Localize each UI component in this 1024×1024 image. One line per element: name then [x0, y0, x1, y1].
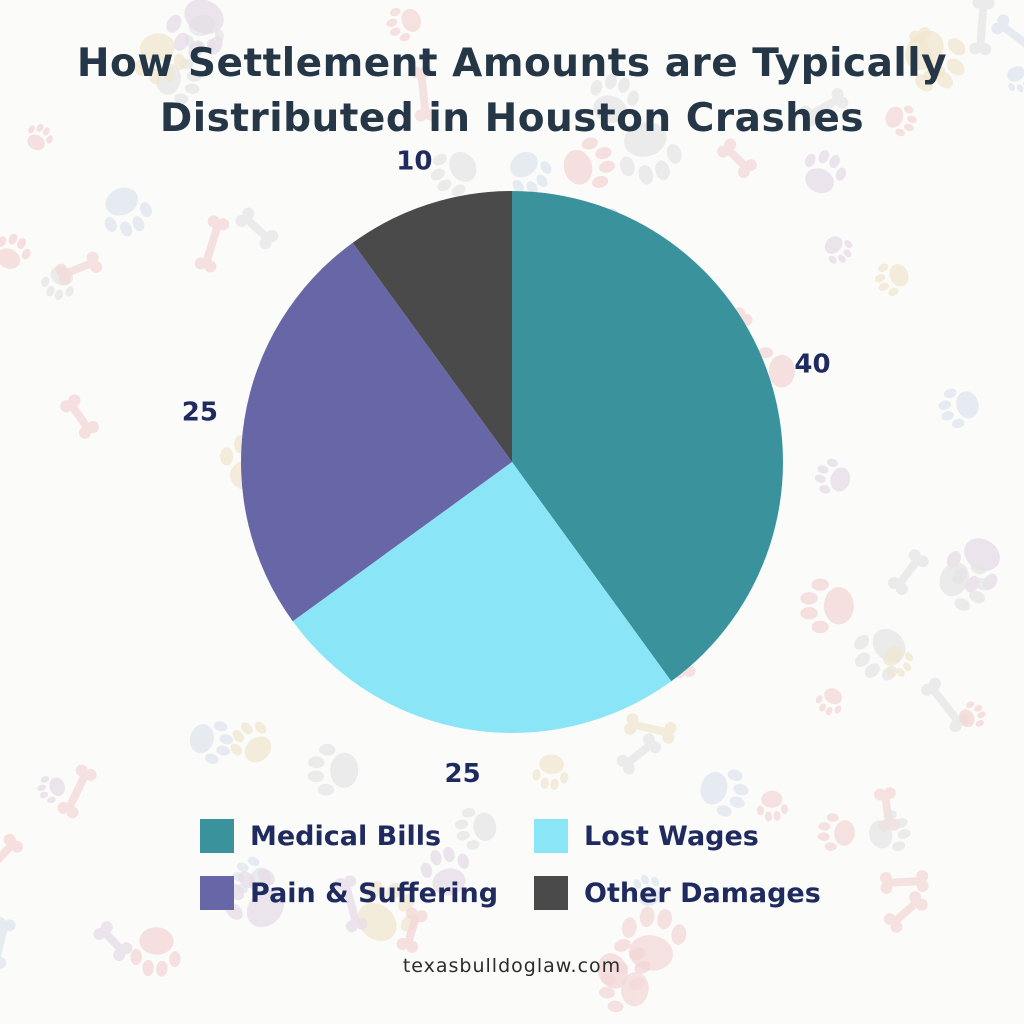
bone-icon [616, 733, 662, 775]
legend-item-medical-bills: Medical Bills [200, 816, 441, 856]
bone-icon [194, 215, 230, 273]
bone-icon [410, 65, 437, 122]
paw-icon [598, 962, 649, 1013]
paw-icon [959, 701, 986, 728]
paw-icon [27, 123, 53, 151]
bone-icon [879, 870, 929, 894]
legend-item-other-damages: Other Damages [534, 873, 821, 913]
paw-icon [885, 105, 917, 137]
bone-icon [799, 87, 849, 127]
bone-icon [93, 921, 133, 962]
bone-icon [887, 549, 929, 596]
pie-slice-medical-bills [512, 191, 783, 682]
paw-icon [1007, 66, 1024, 93]
paw-icon [130, 927, 181, 977]
paw-icon [869, 810, 911, 852]
bone-icon [0, 916, 16, 969]
paw-icon [817, 813, 855, 851]
paw-icon [563, 137, 616, 188]
title-line-2: Distributed in Houston Crashes [159, 96, 865, 141]
website-footer: texasbulldoglaw.com [402, 955, 622, 977]
pie-slice-lost-wages [292, 462, 672, 733]
bone-icon [334, 875, 368, 933]
paw-icon [815, 688, 843, 716]
paw-icon [814, 458, 851, 494]
legend-label-lost-wages: Lost Wages [584, 820, 759, 852]
paw-icon [939, 561, 991, 611]
paw-icon [510, 151, 552, 194]
bone-icon [0, 833, 23, 872]
data-label-medical-bills: 40 [794, 349, 830, 379]
chart-title: How Settlement Amounts are Typically Dis… [0, 36, 1024, 146]
paw-icon [938, 388, 979, 429]
paw-icon [619, 121, 682, 185]
pie-slice-other-damages [352, 191, 512, 462]
paw-icon [590, 73, 639, 123]
bone-icon [57, 764, 97, 819]
bone-icon [909, 26, 946, 82]
paw-icon [104, 187, 152, 237]
paw-icon [824, 236, 853, 264]
paw-icon [430, 151, 477, 197]
bone-icon [717, 138, 757, 179]
paw-icon [230, 721, 272, 763]
paw-icon [629, 874, 661, 907]
paw-icon [386, 7, 422, 42]
paw-icon [0, 233, 31, 269]
data-label-pain-suffering: 25 [182, 398, 218, 428]
bone-icon [55, 251, 103, 285]
paw-icon [621, 906, 687, 971]
legend-item-pain-suffering: Pain & Suffering [200, 873, 498, 913]
paw-icon [37, 776, 65, 804]
paw-icon [532, 754, 569, 791]
legend-label-other-damages: Other Damages [584, 877, 821, 909]
legend-item-lost-wages: Lost Wages [534, 816, 759, 856]
paw-icon [804, 150, 847, 194]
paw-icon [800, 578, 854, 634]
title-line-1: How Settlement Amounts are Typically [76, 41, 948, 86]
paw-icon [420, 846, 469, 896]
bone-icon [396, 907, 428, 953]
paw-icon [166, 0, 224, 59]
data-label-lost-wages: 25 [445, 759, 481, 789]
paw-icon [454, 808, 497, 850]
paw-icon [307, 743, 359, 796]
paw-icon [700, 769, 749, 817]
paw-icon [874, 263, 909, 296]
legend-label-pain-suffering: Pain & Suffering [250, 877, 499, 909]
legend-swatch-medical-bills [200, 819, 234, 853]
paw-icon [882, 646, 914, 677]
legend-swatch-lost-wages [534, 819, 568, 853]
paw-icon [189, 721, 234, 764]
legend-swatch-pain-suffering [200, 876, 234, 910]
bone-icon [235, 207, 279, 250]
paw-icon [756, 790, 789, 822]
legend-swatch-other-damages [534, 876, 568, 910]
bone-icon [991, 14, 1024, 56]
legend-label-medical-bills: Medical Bills [250, 820, 442, 852]
bone-icon [969, 0, 995, 56]
paw-icon [357, 881, 418, 942]
pie-slice-pain-suffering [241, 242, 512, 622]
data-label-other-damages: 10 [396, 147, 432, 177]
paw-icon [134, 33, 186, 85]
bone-icon [624, 713, 677, 744]
bone-icon [60, 394, 99, 439]
bone-icon [883, 891, 928, 933]
